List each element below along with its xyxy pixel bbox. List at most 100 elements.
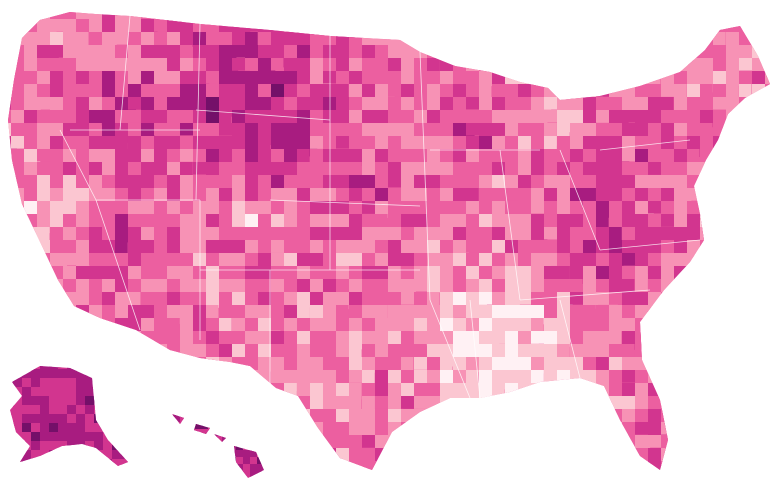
region [336,253,350,268]
region [94,396,107,408]
region [13,405,28,417]
region [208,415,221,425]
region [596,422,610,440]
region [297,318,315,332]
region [596,240,611,256]
region [583,240,599,255]
region [453,396,468,416]
region [11,12,34,26]
region [103,366,114,370]
region [8,58,16,78]
region [245,344,263,359]
region [440,45,463,58]
region [414,110,428,124]
region [570,110,585,124]
region [414,19,432,39]
region [206,32,222,46]
region [414,422,432,443]
region [10,441,14,454]
region [466,474,481,484]
region [173,450,187,463]
region [297,448,313,464]
region [180,474,199,484]
region [13,450,25,465]
region [349,461,372,470]
region [167,240,183,256]
region [765,136,770,156]
region [37,305,54,327]
region [180,450,190,463]
region [661,149,676,164]
region [518,12,537,28]
region [362,84,377,101]
region [24,305,43,320]
region [739,292,753,310]
region [752,240,766,263]
region [194,471,205,478]
region [172,443,175,452]
region [726,409,740,432]
region [50,461,71,470]
region [22,405,37,417]
region [713,396,727,416]
region [544,461,558,470]
region [215,415,224,426]
region [85,459,98,466]
region [112,378,128,388]
region [187,457,199,467]
region [453,435,476,453]
region [557,435,579,449]
region [401,19,414,35]
region [765,45,770,63]
region [222,450,235,462]
region [492,19,507,34]
region [11,474,27,484]
region [752,435,769,458]
region [250,422,259,431]
region [427,474,446,484]
region [726,201,744,219]
region [187,414,196,420]
region [687,370,702,389]
region [765,19,770,33]
region [466,12,482,28]
region [187,471,198,478]
region [739,435,761,449]
region [76,45,91,60]
region [250,429,258,441]
region [518,422,534,436]
region [49,414,61,430]
region [622,201,639,217]
region [121,396,128,411]
region [713,227,730,245]
region [85,450,96,461]
region [297,12,315,24]
region [557,32,574,49]
region [50,240,64,256]
region [505,19,528,36]
region [661,58,675,73]
region [700,162,723,181]
region [479,357,495,371]
region [236,450,249,462]
region [583,45,600,65]
region [208,443,220,456]
region [297,71,310,86]
region [739,240,753,260]
region [700,331,713,348]
region [264,471,272,483]
region [492,227,507,242]
region [336,175,350,192]
region [8,45,19,59]
region [765,32,770,46]
region [531,448,553,466]
region [700,12,714,20]
region [765,318,770,333]
region [8,227,16,247]
region [11,266,26,288]
region [674,19,688,33]
region [635,474,648,484]
region [193,227,209,241]
region [215,464,225,474]
region [700,370,719,384]
